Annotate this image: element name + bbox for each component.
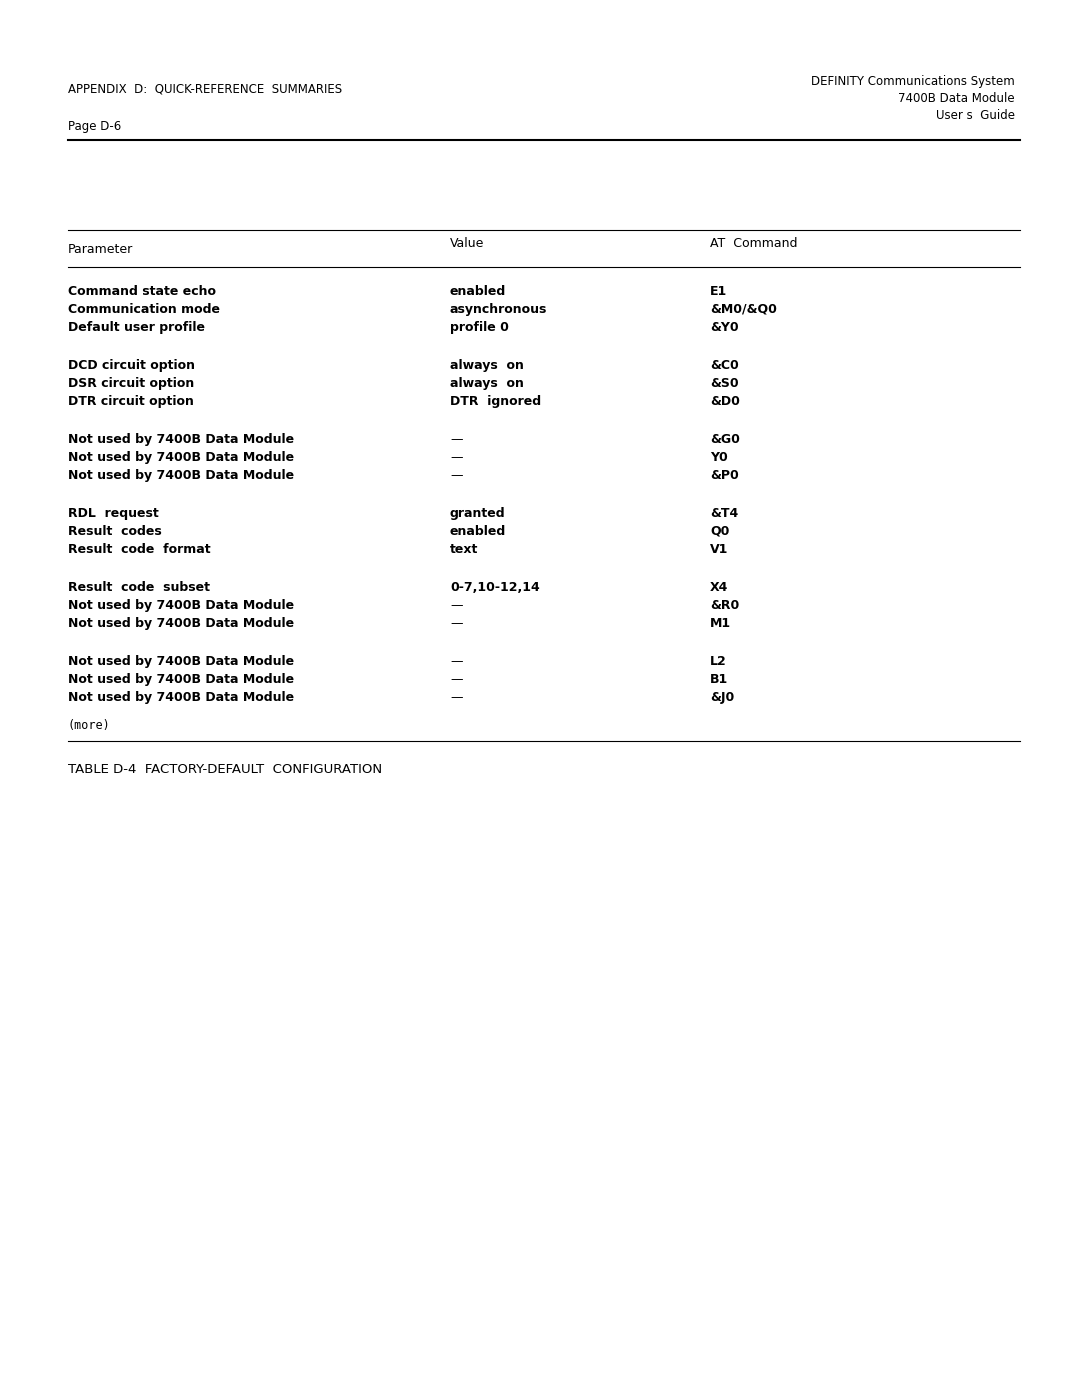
Text: L2: L2 [710,656,727,668]
Text: Not used by 7400B Data Module: Not used by 7400B Data Module [68,469,294,483]
Text: Parameter: Parameter [68,243,133,257]
Text: —: — [450,598,462,612]
Text: DSR circuit option: DSR circuit option [68,377,194,391]
Text: Not used by 7400B Data Module: Not used by 7400B Data Module [68,691,294,704]
Text: (more): (more) [68,718,111,732]
Text: RDL  request: RDL request [68,506,159,520]
Text: &M0/&Q0: &M0/&Q0 [710,303,777,317]
Text: E1: E1 [710,285,727,299]
Text: Command state echo: Command state echo [68,285,216,299]
Text: —: — [450,451,462,465]
Text: &P0: &P0 [710,469,739,483]
Text: &R0: &R0 [710,598,739,612]
Text: —: — [450,432,462,446]
Text: Result  code  subset: Result code subset [68,580,210,594]
Text: &D0: &D0 [710,395,740,407]
Text: &Y0: &Y0 [710,321,739,333]
Text: X4: X4 [710,580,728,594]
Text: granted: granted [450,506,505,520]
Text: APPENDIX  D:  QUICK-REFERENCE  SUMMARIES: APPENDIX D: QUICK-REFERENCE SUMMARIES [68,82,342,95]
Text: Result  code  format: Result code format [68,543,211,557]
Text: —: — [450,691,462,704]
Text: M1: M1 [710,617,731,631]
Text: always  on: always on [450,359,524,372]
Text: &C0: &C0 [710,359,739,372]
Text: profile 0: profile 0 [450,321,509,333]
Text: Page D-6: Page D-6 [68,120,121,133]
Text: enabled: enabled [450,285,507,299]
Text: always  on: always on [450,377,524,391]
Text: &S0: &S0 [710,377,739,391]
Text: Y0: Y0 [710,451,728,465]
Text: enabled: enabled [450,525,507,538]
Text: &T4: &T4 [710,506,739,520]
Text: asynchronous: asynchronous [450,303,548,317]
Text: DTR  ignored: DTR ignored [450,395,541,407]
Text: —: — [450,672,462,686]
Text: —: — [450,617,462,631]
Text: Not used by 7400B Data Module: Not used by 7400B Data Module [68,451,294,465]
Text: Not used by 7400B Data Module: Not used by 7400B Data Module [68,432,294,446]
Text: Value: Value [450,237,484,250]
Text: —: — [450,469,462,483]
Text: Not used by 7400B Data Module: Not used by 7400B Data Module [68,672,294,686]
Text: Communication mode: Communication mode [68,303,220,317]
Text: V1: V1 [710,543,728,557]
Text: &J0: &J0 [710,691,734,704]
Text: DCD circuit option: DCD circuit option [68,359,195,372]
Text: DEFINITY Communications System: DEFINITY Communications System [811,75,1015,88]
Text: 7400B Data Module: 7400B Data Module [899,92,1015,105]
Text: Q0: Q0 [710,525,729,538]
Text: TABLE D-4  FACTORY-DEFAULT  CONFIGURATION: TABLE D-4 FACTORY-DEFAULT CONFIGURATION [68,763,382,776]
Text: Not used by 7400B Data Module: Not used by 7400B Data Module [68,598,294,612]
Text: DTR circuit option: DTR circuit option [68,395,194,407]
Text: text: text [450,543,478,557]
Text: &G0: &G0 [710,432,740,446]
Text: 0-7,10-12,14: 0-7,10-12,14 [450,580,540,594]
Text: B1: B1 [710,672,728,686]
Text: Not used by 7400B Data Module: Not used by 7400B Data Module [68,656,294,668]
Text: User s  Guide: User s Guide [936,109,1015,121]
Text: AT  Command: AT Command [710,237,797,250]
Text: Not used by 7400B Data Module: Not used by 7400B Data Module [68,617,294,631]
Text: —: — [450,656,462,668]
Text: Result  codes: Result codes [68,525,162,538]
Text: Default user profile: Default user profile [68,321,205,333]
